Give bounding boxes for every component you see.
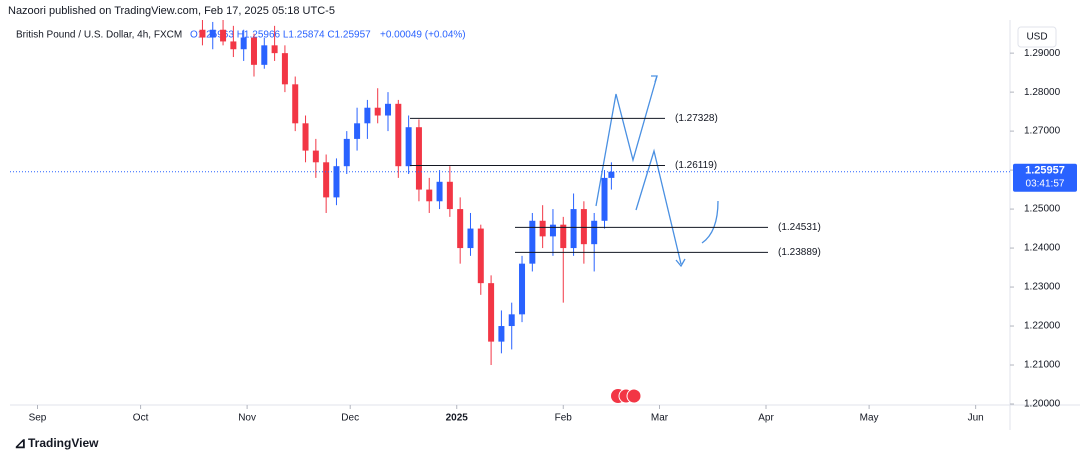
candle-body	[230, 41, 237, 50]
level-label: (1.27328)	[675, 113, 718, 124]
svg-text:⊿: ⊿	[14, 435, 27, 452]
candle-body	[436, 181, 443, 202]
level-label: (1.24531)	[778, 222, 821, 233]
x-tick-label: Jun	[968, 413, 984, 424]
y-tick-label: 1.27000	[1024, 126, 1061, 137]
ohlc: O1.25963 H1.25966 L1.25874 C1.25957	[190, 30, 371, 41]
candle-body	[364, 107, 371, 124]
candle-body	[446, 181, 453, 210]
candle-body	[570, 209, 577, 249]
x-tick-label: Dec	[341, 413, 359, 424]
candle-body	[199, 29, 206, 38]
candle-body	[608, 171, 615, 178]
candle-body	[426, 189, 433, 202]
y-tick-label: 1.28000	[1024, 87, 1061, 98]
y-tick-label: 1.25000	[1024, 204, 1061, 215]
y-tick-label: 1.20000	[1024, 399, 1061, 410]
candle-body	[405, 127, 412, 167]
y-tick-label: 1.29000	[1024, 48, 1061, 59]
x-tick-label: May	[860, 413, 879, 424]
candle-body	[519, 263, 526, 315]
candle-body	[323, 162, 330, 198]
brand: TradingView	[28, 436, 99, 450]
candle-body	[209, 29, 216, 38]
y-tick-label: 1.23000	[1024, 282, 1061, 293]
x-tick-label: Feb	[555, 413, 573, 424]
candle-body	[220, 29, 227, 42]
x-tick-label: Mar	[651, 413, 669, 424]
candle-body	[261, 45, 268, 65]
last-price-label: 1.25957	[1025, 165, 1065, 177]
candle-body	[312, 150, 319, 163]
x-tick-label: Apr	[758, 413, 774, 424]
countdown: 03:41:57	[1026, 178, 1065, 189]
publish-info: Nazoori published on TradingView.com, Fe…	[8, 5, 335, 17]
candle-body	[240, 37, 247, 50]
candle-body	[374, 107, 381, 116]
candle-body	[549, 224, 556, 237]
x-tick-label: 2025	[446, 413, 469, 424]
x-tick-label: Nov	[238, 413, 256, 424]
candle-body	[591, 220, 598, 245]
candle-body	[292, 84, 299, 124]
candle-body	[539, 220, 546, 237]
x-tick-label: Oct	[133, 413, 149, 424]
change: +0.00049 (+0.04%)	[380, 30, 466, 41]
candle-body	[333, 166, 340, 198]
level-label: (1.23889)	[778, 247, 821, 258]
candle-body	[498, 326, 505, 342]
projection-down	[635, 148, 682, 265]
arrow-head	[675, 258, 686, 268]
candle-body	[281, 53, 288, 85]
candle-body	[302, 123, 309, 151]
logo	[611, 388, 642, 404]
candle-body	[580, 209, 587, 245]
y-tick-label: 1.21000	[1024, 360, 1061, 371]
candle-body	[508, 314, 515, 327]
arrow-head	[651, 75, 658, 83]
candle-body	[488, 283, 495, 342]
candle-body	[601, 177, 608, 221]
symbol: British Pound / U.S. Dollar, 4h, FXCM	[16, 30, 182, 41]
candle-body	[354, 123, 361, 139]
candle-body	[560, 224, 567, 249]
candle-body	[343, 138, 350, 167]
y-tick-label: 1.22000	[1024, 321, 1061, 332]
candle-body	[250, 37, 257, 65]
level-label: (1.26119)	[675, 160, 717, 171]
candle-body	[467, 228, 474, 249]
candle-body	[395, 103, 402, 167]
candle-body	[385, 103, 392, 116]
candle-body	[415, 127, 422, 190]
last-price-box	[1013, 163, 1077, 192]
candle-body	[529, 220, 536, 264]
currency[interactable]: USD	[1026, 32, 1047, 43]
y-tick-label: 1.24000	[1024, 243, 1061, 254]
candle-body	[271, 45, 278, 54]
candle-body	[457, 209, 464, 249]
currency-button[interactable]	[1017, 26, 1057, 48]
plot	[199, 20, 615, 366]
candle-body	[477, 228, 484, 284]
x-tick-label: Sep	[29, 413, 47, 424]
